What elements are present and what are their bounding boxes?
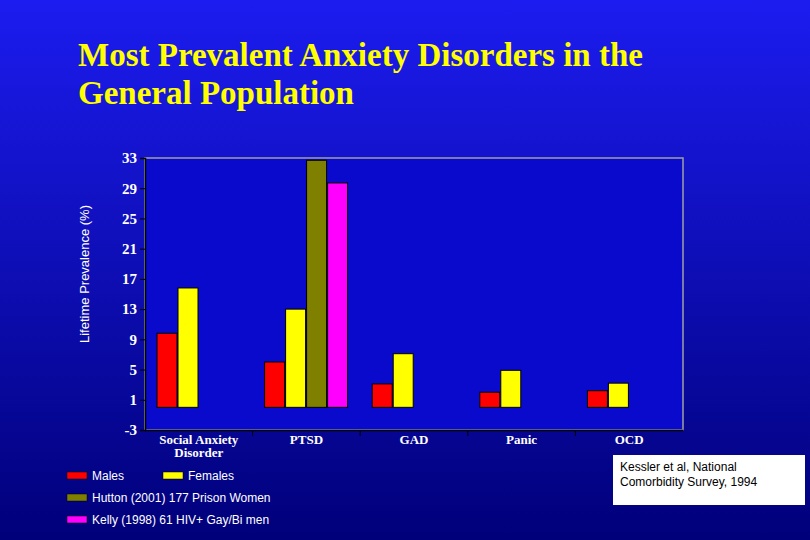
x-tick-label: Social AnxietyDisorder — [159, 432, 239, 460]
legend-label: Kelly (1998) 61 HIV+ Gay/Bi men — [92, 513, 269, 527]
x-tick: PTSD — [290, 430, 323, 447]
bar — [501, 370, 521, 407]
y-tick-mark — [140, 370, 145, 371]
y-tick: 9 — [130, 332, 146, 348]
plot-frame — [145, 158, 683, 430]
legend-swatch — [67, 516, 87, 523]
y-axis-line — [140, 159, 146, 431]
bars — [157, 160, 628, 407]
y-tick-mark — [140, 339, 145, 340]
category-separator — [360, 430, 361, 436]
y-tick: 5 — [130, 362, 146, 378]
x-tick-label: Panic — [506, 432, 537, 447]
legend-label: Hutton (2001) 177 Prison Women — [92, 491, 271, 505]
y-tick: 29 — [122, 181, 145, 197]
x-tick-label: GAD — [400, 432, 429, 447]
bar — [393, 354, 413, 408]
x-axis: Social AnxietyDisorder PTSD GAD Panic OCD — [146, 430, 684, 460]
y-tick: -3 — [125, 422, 146, 438]
bar — [608, 383, 628, 407]
y-tick-label: 25 — [122, 211, 137, 227]
legend: Males Females Hutton (2001) 177 Prison Wom… — [67, 469, 271, 527]
y-tick-label: 33 — [122, 150, 137, 166]
y-tick-mark — [140, 218, 145, 219]
annotation: Kessler et al, NationalComorbidity Surve… — [620, 460, 758, 489]
legend-label: Males — [92, 469, 124, 483]
y-tick-label: 5 — [130, 362, 138, 378]
legend-swatch — [163, 472, 183, 479]
x-tick: Panic — [506, 430, 537, 447]
y-tick: 33 — [122, 150, 145, 166]
x-tick-label: OCD — [615, 432, 644, 447]
y-tick: 25 — [122, 211, 145, 227]
y-tick-mark — [140, 309, 145, 310]
x-tick: GAD — [400, 430, 429, 447]
title: Most Prevalent Anxiety Disorders in theG… — [78, 37, 643, 111]
bar — [286, 309, 306, 407]
bar — [157, 333, 177, 407]
bar — [265, 362, 285, 407]
annotation-box — [613, 455, 805, 505]
x-tick-label: PTSD — [290, 432, 323, 447]
y-tick-mark — [140, 249, 145, 250]
bar — [372, 384, 392, 407]
category-separator — [575, 430, 576, 436]
y-tick-mark — [140, 188, 145, 189]
y-tick-label: 17 — [122, 271, 138, 287]
bar — [328, 183, 348, 407]
category-separator — [252, 430, 253, 436]
legend-label: Females — [188, 469, 234, 483]
y-tick-label: 13 — [122, 301, 137, 317]
y-tick-mark — [140, 279, 145, 280]
y-tick-label: 1 — [130, 392, 138, 408]
y-axis-title: Lifetime Prevalence (%) — [77, 205, 92, 343]
bar — [480, 392, 500, 407]
y-tick: 13 — [122, 301, 145, 317]
x-tick: OCD — [615, 430, 644, 447]
bar — [587, 391, 607, 408]
y-tick-mark — [140, 400, 145, 401]
y-tick-label: 9 — [130, 332, 138, 348]
x-tick: Social AnxietyDisorder — [159, 430, 239, 460]
y-tick-mark — [140, 158, 145, 159]
bar — [307, 160, 327, 407]
chart: Most Prevalent Anxiety Disorders in theG… — [0, 0, 810, 540]
y-tick: 21 — [122, 241, 145, 257]
y-tick: 17 — [122, 271, 145, 287]
legend-swatch — [67, 472, 87, 479]
y-tick-label: 29 — [122, 181, 137, 197]
bar — [178, 288, 198, 407]
y-tick-label: 21 — [122, 241, 137, 257]
y-tick: 1 — [130, 392, 146, 408]
y-axis: -3 1 5 9 13 17 21 25 29 33 — [122, 150, 146, 438]
y-tick-label: -3 — [125, 422, 138, 438]
category-separator — [467, 430, 468, 436]
legend-swatch — [67, 494, 87, 501]
background — [0, 0, 810, 540]
y-tick-mark — [140, 430, 145, 431]
